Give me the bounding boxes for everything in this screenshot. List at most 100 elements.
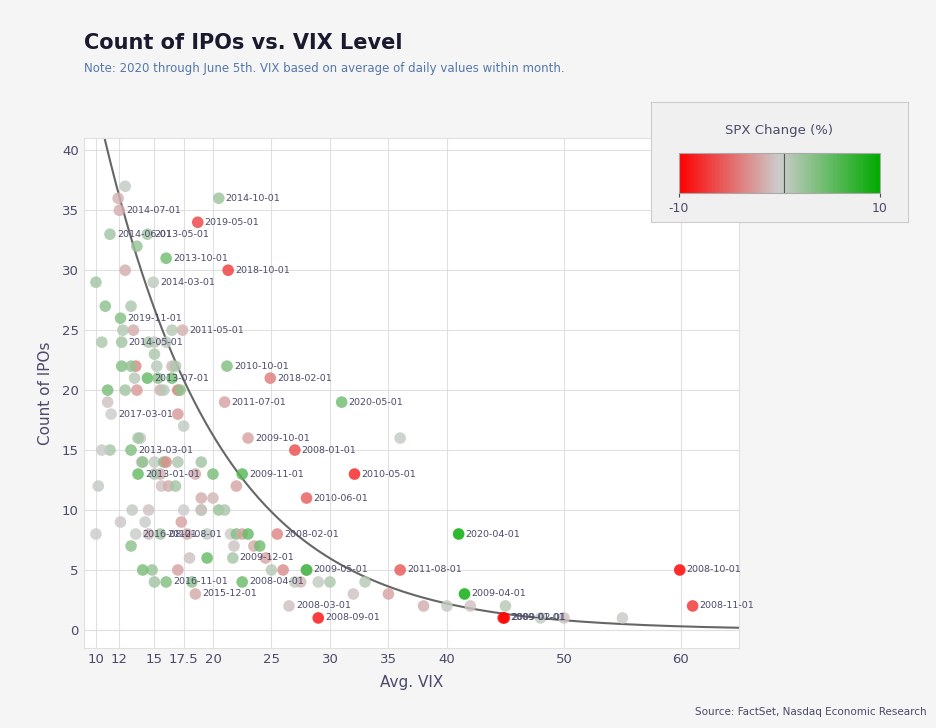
Text: 2010-05-01: 2010-05-01 [361,470,417,478]
Point [114,360,129,372]
Point [147,456,162,468]
Point [128,529,143,540]
Point [293,576,308,587]
Point [287,444,302,456]
Point [128,360,143,372]
Point [358,576,373,587]
Point [345,588,360,600]
Text: 2014-06-01: 2014-06-01 [117,230,171,239]
Point [124,444,139,456]
Point [168,360,183,372]
Point [672,564,687,576]
Point [322,576,337,587]
Point [141,505,156,516]
Point [144,564,159,576]
Point [146,277,161,288]
Point [311,612,326,624]
Point [381,588,396,600]
Point [115,325,130,336]
Point [91,480,106,492]
Point [556,612,571,624]
Point [176,420,191,432]
Point [98,301,112,312]
Point [170,384,185,396]
Point [270,529,285,540]
Text: 2009-12-01: 2009-12-01 [240,553,295,563]
Point [165,325,180,336]
Point [156,384,171,396]
Text: 2020-05-01: 2020-05-01 [348,397,403,407]
Point [154,480,168,492]
Point [147,576,162,587]
Point [170,456,185,468]
Point [534,612,548,624]
Point [100,384,115,396]
Point [129,384,144,396]
Point [131,468,146,480]
Point [174,516,189,528]
Point [147,348,162,360]
Point [118,181,133,192]
Text: 2017-03-01: 2017-03-01 [118,410,173,419]
Point [158,253,174,264]
Text: 2009-02-01: 2009-02-01 [511,614,566,622]
Point [149,360,165,372]
Text: 2013-03-01: 2013-03-01 [138,446,193,454]
Text: 2015-12-01: 2015-12-01 [202,590,257,598]
Text: 2008-11-01: 2008-11-01 [699,601,754,611]
Text: 2014-07-01: 2014-07-01 [126,206,181,215]
Point [153,468,168,480]
Point [393,432,408,444]
Text: 2014-05-01: 2014-05-01 [128,338,183,347]
Point [205,492,220,504]
Point [451,529,466,540]
Point [168,480,183,492]
Point [462,600,477,612]
Point [114,336,129,348]
Point [88,529,103,540]
Point [124,505,139,516]
Point [138,516,153,528]
Point [153,384,168,396]
Point [184,576,199,587]
Point [88,277,103,288]
Point [125,325,141,336]
Text: 2011-07-01: 2011-07-01 [231,397,286,407]
Text: 2009-10-01: 2009-10-01 [255,434,310,443]
Text: 2008-02-01: 2008-02-01 [285,529,339,539]
Point [228,480,243,492]
Text: 2009-04-01: 2009-04-01 [472,590,526,598]
Text: 2013-10-01: 2013-10-01 [173,254,228,263]
Text: 2009-01-01: 2009-01-01 [510,614,564,622]
Point [212,192,227,204]
Text: 2014-03-01: 2014-03-01 [160,277,215,287]
Point [615,612,630,624]
Point [217,396,232,408]
Point [416,600,431,612]
Point [347,468,362,480]
Point [165,360,180,372]
Text: 2011-08-01: 2011-08-01 [407,566,461,574]
Point [190,216,205,228]
Point [217,505,232,516]
Point [170,564,185,576]
Text: SPX Change (%): SPX Change (%) [725,124,833,137]
Point [685,600,700,612]
Point [182,552,197,563]
Text: 2012-08-01: 2012-08-01 [168,529,222,539]
Point [258,552,273,563]
Text: 2008-01-01: 2008-01-01 [301,446,357,454]
Point [263,372,278,384]
Point [95,336,110,348]
Point [334,396,349,408]
Point [112,205,127,216]
Point [226,552,241,563]
Text: 2016-08-01: 2016-08-01 [142,529,197,539]
Point [287,576,302,587]
Point [134,456,149,468]
X-axis label: Avg. VIX: Avg. VIX [380,675,444,690]
Point [113,312,128,324]
Point [124,301,139,312]
Point [102,229,117,240]
Point [113,516,128,528]
